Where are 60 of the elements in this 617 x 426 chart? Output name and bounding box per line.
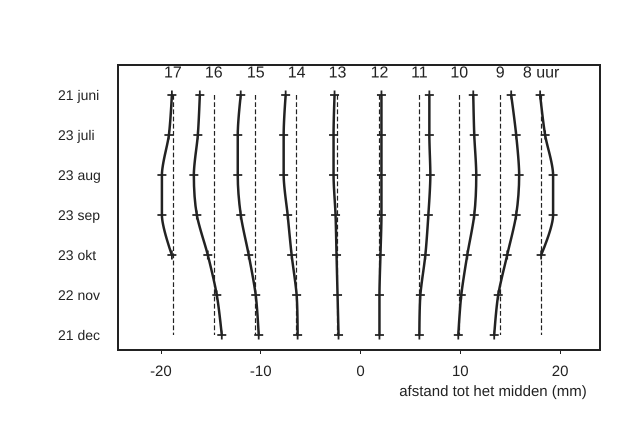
x-tick-label: -20 (150, 363, 172, 380)
x-axis-title: afstand tot het midden (mm) (399, 383, 587, 400)
text: 9 (496, 64, 505, 82)
point (254, 330, 264, 340)
point (456, 290, 466, 300)
point (281, 90, 290, 100)
x-tick-label: 10 (452, 363, 469, 380)
point (189, 170, 198, 180)
x-tick-label: 20 (552, 363, 568, 380)
point (502, 250, 512, 260)
y-tick-label: 21 juni (58, 87, 100, 103)
point (236, 90, 246, 100)
text: 11 (411, 64, 428, 82)
point (540, 130, 550, 140)
point (536, 90, 545, 100)
point (514, 170, 524, 180)
point (472, 170, 481, 180)
y-tick-label: 23 sep (58, 207, 100, 223)
point (195, 90, 204, 100)
text: 13 (328, 64, 347, 82)
text: 10 (450, 64, 468, 82)
point (494, 290, 503, 300)
point (244, 250, 254, 260)
text: 12 (370, 64, 388, 82)
point (167, 250, 176, 260)
y-tick-label: 22 nov (58, 287, 100, 303)
point (512, 130, 521, 140)
text: 15 (246, 64, 265, 82)
y-tick-label: 23 aug (58, 167, 101, 183)
point (470, 210, 479, 220)
point (203, 250, 212, 260)
point (490, 330, 499, 340)
point (279, 170, 288, 180)
y-tick-label: 23 juli (58, 127, 95, 143)
x-tick-label: -10 (250, 363, 272, 380)
point (420, 250, 430, 260)
point (287, 250, 296, 260)
point (167, 90, 176, 100)
point (164, 130, 174, 140)
point (512, 210, 521, 220)
point (212, 290, 222, 300)
x-tick-label: 0 (356, 363, 365, 380)
point (462, 250, 472, 260)
text: 17 (164, 64, 182, 82)
point (506, 90, 516, 100)
y-tick-label: 21 dec (58, 327, 100, 343)
point (193, 130, 202, 140)
point (468, 90, 478, 100)
point (192, 210, 202, 220)
point (470, 130, 479, 140)
point (236, 210, 246, 220)
point (454, 330, 463, 340)
point (217, 330, 226, 340)
text: 16 (204, 64, 223, 82)
text: 14 (288, 64, 306, 82)
point (283, 210, 292, 220)
point (424, 210, 433, 220)
point (536, 250, 546, 260)
text: 8 uur (522, 64, 560, 82)
y-tick-label: 23 okt (58, 247, 96, 263)
